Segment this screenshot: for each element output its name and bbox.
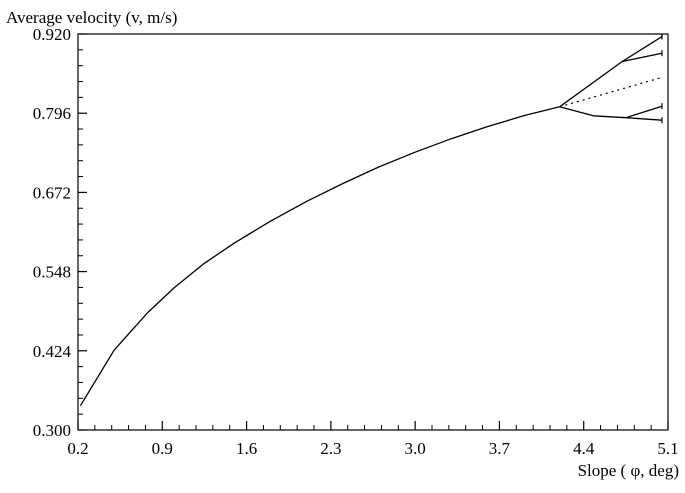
y-tick-label: 0.424: [33, 342, 72, 361]
y-tick-label: 0.796: [33, 104, 71, 123]
y-axis: 0.300 0.424 0.548 0.672 0.796 0.920: [33, 25, 87, 440]
x-tick-label: 0.9: [152, 439, 173, 458]
series-line-5: [559, 106, 663, 121]
x-tick-label: 2.3: [320, 439, 341, 458]
series-line-4: [559, 76, 663, 108]
y-tick-label: 0.300: [33, 421, 71, 440]
y-tick-label: 0.672: [33, 183, 71, 202]
x-axis-label-suffix: , deg): [640, 461, 679, 480]
x-tick-label: 5.1: [657, 439, 678, 458]
y-tick-label: 0.920: [33, 25, 71, 44]
x-tick-label: 1.6: [236, 439, 257, 458]
x-axis: 0.2 0.9 1.6 2.3 3.0 3.7 4.4 5.1: [67, 421, 679, 458]
y-axis-label: Average velocity (v, m/s): [6, 8, 177, 27]
series-line-1: [79, 106, 560, 407]
x-axis-label: Slope ( φ, deg): [578, 461, 679, 480]
phi-symbol: φ: [630, 461, 640, 480]
x-tick-label: 4.4: [573, 439, 595, 458]
x-axis-label-prefix: Slope (: [578, 461, 631, 480]
x-tick-label: 3.0: [405, 439, 426, 458]
series-group: [79, 33, 663, 407]
plot-frame: [77, 33, 669, 431]
y-tick-label: 0.548: [33, 263, 71, 282]
series-line-3: [622, 52, 663, 63]
x-tick-label: 0.2: [67, 439, 88, 458]
series-line-2: [559, 36, 663, 108]
x-tick-label: 3.7: [489, 439, 511, 458]
series-line-6: [625, 105, 663, 119]
